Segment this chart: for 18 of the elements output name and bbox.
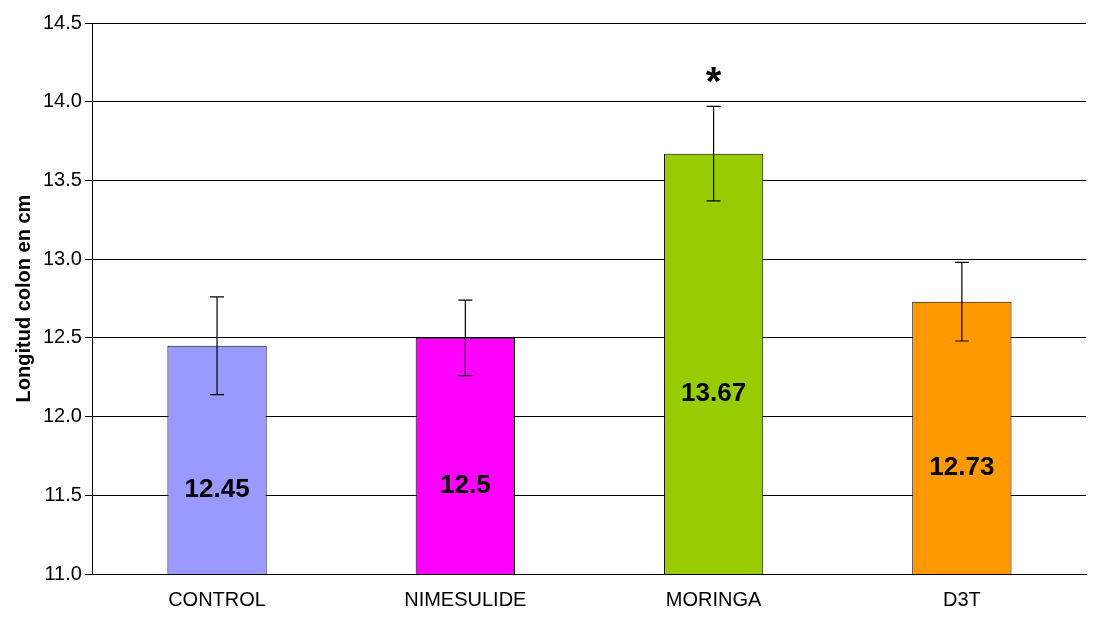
x-tick-label: NIMESULIDE	[404, 587, 527, 610]
y-tick-label: 13.0	[42, 246, 82, 269]
y-tick-label: 12.0	[42, 404, 82, 427]
data-label: 12.73	[929, 451, 995, 481]
y-tick-label: 14.0	[42, 89, 82, 112]
y-tick-label: 13.5	[42, 167, 82, 190]
y-tick-label: 11.0	[44, 561, 82, 584]
annotation: *	[705, 59, 722, 104]
y-tick-label: 14.5	[42, 10, 82, 33]
x-tick-label: D3T	[942, 587, 981, 610]
x-tick-label: MORINGA	[665, 587, 763, 610]
y-tick-label: 11.5	[44, 482, 82, 505]
data-label: 12.45	[184, 473, 250, 504]
x-tick-label: CONTROL	[168, 587, 266, 610]
data-label: 12.5	[440, 469, 491, 500]
data-label: 13.67	[681, 377, 747, 407]
y-tick-label: 12.5	[42, 325, 82, 348]
y-axis-title: Longitud colon en cm	[11, 194, 34, 403]
